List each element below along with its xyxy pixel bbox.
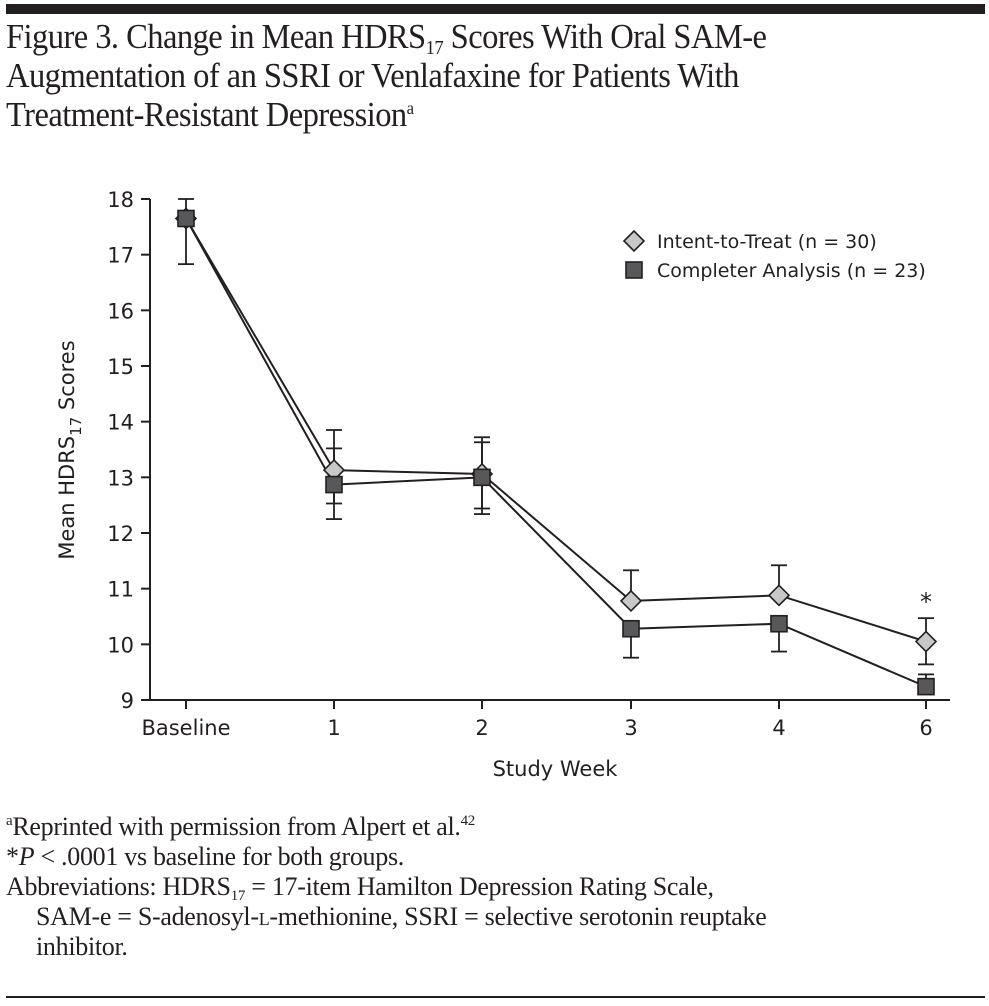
footnotes: aReprinted with permission from Alpert e… (6, 812, 767, 962)
data-point-diamond (619, 589, 643, 613)
title-text: Scores With Oral SAM-e (443, 17, 767, 56)
legend: Intent-to-Treat (n = 30) Completer Analys… (622, 229, 926, 282)
legend-label: Completer Analysis (n = 23) (657, 260, 926, 282)
y-axis-label: Mean HDRS17 Scores (55, 340, 85, 559)
data-point-square (177, 209, 195, 228)
x-tick-label: 4 (772, 716, 785, 740)
series-line-square (185, 217, 927, 688)
footnote-significance: *P < .0001 vs baseline for both groups. (6, 842, 404, 871)
significance-asterisk: * (920, 588, 932, 616)
footnote-a: aReprinted with permission from Alpert e… (6, 812, 475, 841)
y-tick-label: 12 (107, 522, 134, 546)
x-tick-label: 6 (919, 716, 932, 740)
data-point-diamond (767, 584, 791, 607)
legend-label: Intent-to-Treat (n = 30) (657, 231, 877, 253)
y-tick-label: 14 (107, 411, 134, 435)
footnote-abbreviations-line-3: inhibitor. (36, 932, 128, 961)
y-tick-label: 9 (121, 689, 134, 713)
data-point-square (622, 619, 640, 638)
title-text: Figure 3. Change in Mean HDRS (6, 17, 426, 56)
y-tick-label: 15 (107, 355, 134, 379)
y-tick-label: 16 (107, 299, 134, 323)
x-tick-label: 1 (327, 716, 340, 740)
legend-diamond-icon (622, 229, 646, 253)
figure-title: Figure 3. Change in Mean HDRS17 Scores W… (6, 17, 767, 134)
footnote-abbreviations-line-2: SAM-e = S-adenosyl-l-methionine, SSRI = … (36, 902, 767, 931)
x-tick-label: Baseline (141, 716, 230, 740)
footnote-abbreviations: Abbreviations: HDRS17 = 17-item Hamilton… (6, 872, 714, 904)
data-point-square (473, 468, 491, 487)
y-tick-label: 17 (107, 244, 134, 268)
legend-square-icon (625, 261, 643, 279)
data-point-square (770, 614, 788, 633)
x-axis-label: Study Week (493, 757, 619, 781)
title-subscript: 17 (425, 37, 444, 59)
series-line-diamond (185, 217, 927, 643)
y-tick-label: 18 (107, 188, 134, 212)
x-tick-label: 3 (624, 716, 637, 740)
title-footnote-mark: a (406, 98, 414, 118)
y-tick-label: 11 (107, 578, 134, 602)
y-tick-label: 13 (107, 466, 134, 490)
x-tick-label: 2 (475, 716, 488, 740)
data-point-diamond (914, 630, 938, 653)
top-rule (6, 4, 985, 14)
data-point-square (325, 475, 343, 494)
y-tick-label: 10 (107, 633, 134, 657)
title-line-3: Treatment-Resistant Depression (6, 95, 407, 134)
title-line-2: Augmentation of an SSRI or Venlafaxine f… (6, 56, 739, 95)
bottom-rule (6, 996, 985, 998)
data-point-square (917, 677, 935, 696)
